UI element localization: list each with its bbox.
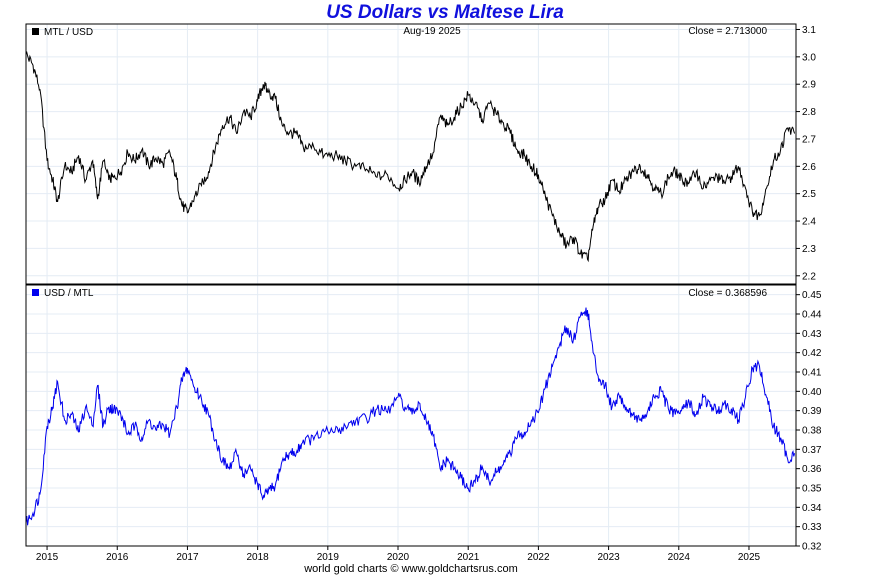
top-ytick-label-0: 3.1	[802, 25, 816, 36]
bottom-ytick-label-7: 0.38	[802, 426, 822, 437]
top-ytick-label-7: 2.4	[802, 217, 816, 228]
top-ytick-label-6: 2.5	[802, 189, 816, 200]
bottom-legend-swatch	[32, 289, 39, 296]
bottom-panel: 0.45 0.44 0.43 0.42 0.41 0.40 0.39 0.38 0.37 0.36…	[25, 284, 822, 553]
xtick-label-2024: 2024	[668, 552, 691, 563]
bottom-series-line	[25, 307, 796, 526]
xtick-label-2015: 2015	[36, 552, 59, 563]
bottom-ytick-label-1: 0.44	[802, 310, 822, 321]
bottom-close-label: Close = 0.368596	[688, 288, 767, 299]
xtick-label-2023: 2023	[597, 552, 620, 563]
bottom-ytick-label-2: 0.43	[802, 329, 822, 340]
top-series-line	[25, 51, 796, 263]
bottom-ytick-label-10: 0.35	[802, 484, 822, 495]
footer-credit: world gold charts © www.goldchartsrus.co…	[304, 563, 518, 575]
top-ytick-label-5: 2.6	[802, 162, 816, 173]
bottom-ytick-label-8: 0.37	[802, 445, 822, 456]
top-legend-label: MTL / USD	[44, 27, 93, 38]
xtick-label-2022: 2022	[527, 552, 550, 563]
top-ytick-label-4: 2.7	[802, 134, 816, 145]
bottom-ytick-label-3: 0.42	[802, 348, 822, 359]
bottom-ytick-label-13: 0.32	[802, 542, 822, 553]
top-panel-frame	[25, 23, 797, 285]
top-close-label: Close = 2.713000	[688, 26, 767, 37]
bottom-ytick-label-0: 0.45	[802, 290, 822, 301]
top-panel: 3.1 3.0 2.9 2.8 2.7 2.6 2.5 2.4 2.3 2.2 MTL / USD A…	[25, 23, 816, 285]
bottom-ytick-label-9: 0.36	[802, 464, 822, 475]
xtick-label-2017: 2017	[176, 552, 199, 563]
bottom-ytick-label-4: 0.41	[802, 368, 822, 379]
xtick-label-2018: 2018	[247, 552, 270, 563]
xtick-label-2020: 2020	[387, 552, 410, 563]
top-ytick-label-9: 2.2	[802, 271, 816, 282]
bottom-legend-label: USD / MTL	[44, 288, 94, 299]
bottom-panel-frame	[25, 284, 797, 547]
xtick-label-2021: 2021	[457, 552, 480, 563]
top-ytick-label-2: 2.9	[802, 80, 816, 91]
bottom-ytick-label-5: 0.40	[802, 387, 822, 398]
xtick-label-2025: 2025	[738, 552, 761, 563]
x-axis: 2015 2016 2017 2018 2019 2020 2021 2022 2023 2024…	[36, 546, 761, 563]
top-ytick-label-3: 2.8	[802, 107, 816, 118]
top-ytick-label-8: 2.3	[802, 244, 816, 255]
bottom-ytick-label-6: 0.39	[802, 406, 822, 417]
bottom-ytick-label-11: 0.34	[802, 503, 822, 514]
top-ytick-label-1: 3.0	[802, 52, 816, 63]
chart-title: US Dollars vs Maltese Lira	[326, 2, 564, 23]
bottom-ytick-label-12: 0.33	[802, 522, 822, 533]
xtick-label-2016: 2016	[106, 552, 129, 563]
date-label: Aug-19 2025	[403, 26, 461, 37]
top-legend-swatch	[32, 28, 39, 35]
xtick-label-2019: 2019	[317, 552, 340, 563]
